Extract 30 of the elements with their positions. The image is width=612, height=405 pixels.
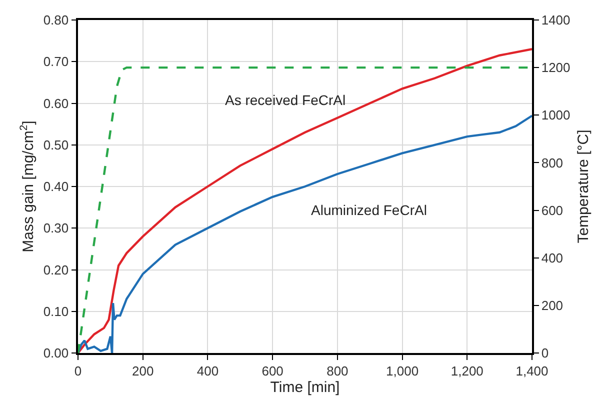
x-tick-label: 1,400 <box>516 363 548 378</box>
y-tick-label: 0.70 <box>43 54 69 70</box>
y2-tick-label: 600 <box>541 202 564 218</box>
y-tick-label: 0.10 <box>43 304 69 319</box>
y-tick-label: 0.40 <box>43 179 69 194</box>
y-tick-label: 0.30 <box>43 220 69 236</box>
x-tick-label: 200 <box>132 363 154 378</box>
y2-tick-label: 200 <box>541 298 564 313</box>
x-tick-label: 0 <box>74 363 82 378</box>
y2-axis-title: Temperature [°C] <box>574 130 592 244</box>
annotation: Aluminized FeCrAl <box>311 202 427 218</box>
line-series <box>78 114 532 353</box>
annotation: As received FeCrAl <box>225 92 346 108</box>
x-tick-label: 600 <box>262 363 284 378</box>
x-tick-label: 1,000 <box>386 363 419 378</box>
y2-tick-label: 0 <box>541 346 549 361</box>
y2-tick-label: 400 <box>541 250 564 266</box>
x-tick-label: 400 <box>196 363 219 378</box>
y-tick-label: 0.00 <box>43 346 69 361</box>
x-tick-label: 1,200 <box>450 363 484 378</box>
y-tick-label: 0.80 <box>43 12 69 28</box>
y2-tick-label: 1200 <box>541 60 570 76</box>
y2-tick-label: 800 <box>541 155 564 170</box>
y2-tick-label: 1400 <box>541 12 570 28</box>
y-tick-label: 0.50 <box>43 137 69 152</box>
x-tick-label: 800 <box>326 363 348 378</box>
y-tick-label: 0.60 <box>43 96 69 111</box>
y-tick-label: 0.20 <box>43 262 69 278</box>
y2-tick-label: 1000 <box>541 108 570 123</box>
x-axis-title: Time [min] <box>270 378 340 396</box>
